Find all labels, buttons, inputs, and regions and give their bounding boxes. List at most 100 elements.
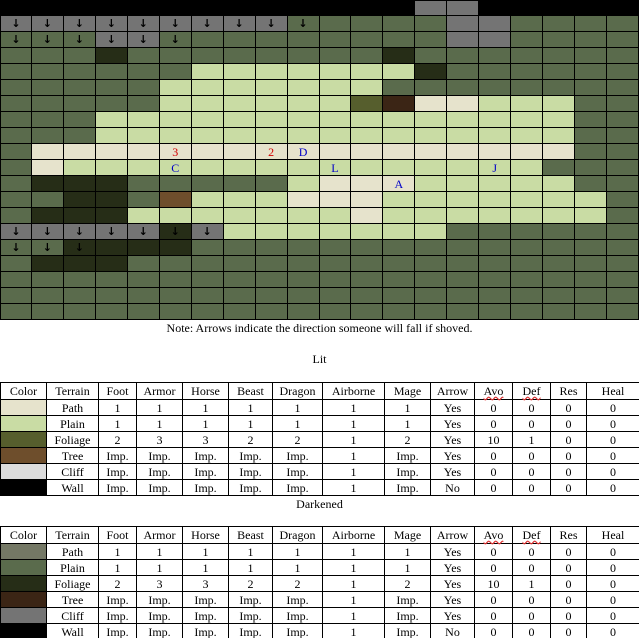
map-tile xyxy=(575,192,608,208)
map-tile xyxy=(607,288,639,304)
fall-direction-arrow-icon: ↓ xyxy=(266,1,277,15)
map-tile xyxy=(319,48,352,64)
map-tile xyxy=(575,80,608,96)
map-tile xyxy=(607,48,639,64)
map-tile xyxy=(415,176,448,192)
map-tile xyxy=(31,288,64,304)
table-cell: 0 xyxy=(550,431,587,448)
column-header: Horse xyxy=(182,382,229,400)
map-tile xyxy=(511,240,544,256)
table-cell: 0 xyxy=(512,479,551,496)
map-tile xyxy=(415,112,448,128)
table-cell: 0 xyxy=(550,479,587,496)
table-header-row: Color Terrain Foot Armor Horse Beast Dragon Air… xyxy=(0,382,639,400)
map-tile xyxy=(479,144,512,160)
fall-direction-arrow-icon: ↓ xyxy=(42,225,53,238)
map-tile: ↓ xyxy=(31,0,64,16)
map-tile xyxy=(479,272,512,288)
map-tile: D xyxy=(287,144,320,160)
map-tile xyxy=(159,208,192,224)
table-cell: Imp. xyxy=(182,607,229,624)
table-cell: 0 xyxy=(474,399,513,416)
table-cell: Imp. xyxy=(136,607,183,624)
map-tile xyxy=(447,256,480,272)
map-tile xyxy=(159,256,192,272)
table-row: Path 1 1 1 1 1 1 1 Yes 0 0 0 0 xyxy=(0,543,639,560)
map-tile xyxy=(223,48,256,64)
map-tile xyxy=(95,80,128,96)
table-cell: Imp. xyxy=(272,607,323,624)
map-tile xyxy=(383,224,416,240)
table-cell: 0 xyxy=(550,399,587,416)
map-tile xyxy=(479,48,512,64)
map-tile xyxy=(543,112,576,128)
map-tile xyxy=(63,192,96,208)
table-cell: Imp. xyxy=(136,591,183,608)
map-tile xyxy=(31,160,64,176)
map-tile: ↓ xyxy=(223,0,256,16)
fall-direction-arrow-icon: ↓ xyxy=(74,241,84,254)
map-tile xyxy=(383,272,416,288)
map-tile xyxy=(383,80,416,96)
column-header: Avo xyxy=(474,382,513,400)
table-cell: 2 xyxy=(98,575,137,592)
map-tile xyxy=(511,144,544,160)
table-cell: Yes xyxy=(430,463,475,480)
map-tile xyxy=(351,224,384,240)
fall-direction-arrow-icon: ↓ xyxy=(42,33,53,46)
map-tile xyxy=(607,272,639,288)
table-cell: 1 xyxy=(322,479,385,496)
table-cell: Imp. xyxy=(228,447,273,464)
map-tile xyxy=(63,144,96,160)
map-tile xyxy=(191,160,224,176)
map-tile xyxy=(415,208,448,224)
column-header: Mage xyxy=(384,526,431,544)
table-cell: 1 xyxy=(136,399,183,416)
map-tile xyxy=(159,64,192,80)
terrain-name: Wall xyxy=(46,479,99,496)
map-tile xyxy=(0,160,32,176)
map-tile xyxy=(95,304,128,320)
table-cell: Imp. xyxy=(182,479,229,496)
map-tile xyxy=(543,16,576,32)
map-tile: ↓ xyxy=(0,224,32,240)
map-tile: ↓ xyxy=(287,16,320,32)
table-cell: 0 xyxy=(512,591,551,608)
map-tile xyxy=(511,176,544,192)
map-tile xyxy=(127,176,160,192)
map-tile xyxy=(63,112,96,128)
map-tile xyxy=(479,256,512,272)
map-tile xyxy=(31,80,64,96)
table-cell: 0 xyxy=(474,463,513,480)
map-tile xyxy=(415,160,448,176)
map-tile xyxy=(447,128,480,144)
map-tile xyxy=(255,208,288,224)
lit-terrain-table: Color Terrain Foot Armor Horse Beast Dragon Air… xyxy=(0,382,639,496)
map-tile xyxy=(607,208,639,224)
map-tile: ↓ xyxy=(255,0,288,16)
map-tile xyxy=(351,176,384,192)
map-tile xyxy=(319,64,352,80)
map-tile xyxy=(255,80,288,96)
terrain-name: Foliage xyxy=(46,431,99,448)
map-tile xyxy=(479,208,512,224)
map-tile xyxy=(31,64,64,80)
map-tile xyxy=(383,0,416,16)
map-tile xyxy=(255,288,288,304)
map-tile xyxy=(351,304,384,320)
color-swatch-cell xyxy=(0,559,47,576)
map-tile xyxy=(159,112,192,128)
map-tile xyxy=(607,304,639,320)
map-tile xyxy=(511,112,544,128)
map-tile xyxy=(575,144,608,160)
map-tile xyxy=(415,272,448,288)
map-tile xyxy=(0,192,32,208)
fall-direction-arrow-icon: ↓ xyxy=(43,1,53,15)
column-header: Foot xyxy=(98,526,137,544)
table-cell: 1 xyxy=(384,415,431,432)
map-tile xyxy=(351,160,384,176)
table-cell: Imp. xyxy=(228,607,273,624)
column-header: Dragon xyxy=(272,526,323,544)
map-tile xyxy=(0,96,32,112)
table-row: Wall Imp. Imp. Imp. Imp. Imp. 1 Imp. No 0 0 0 0 xyxy=(0,479,639,496)
